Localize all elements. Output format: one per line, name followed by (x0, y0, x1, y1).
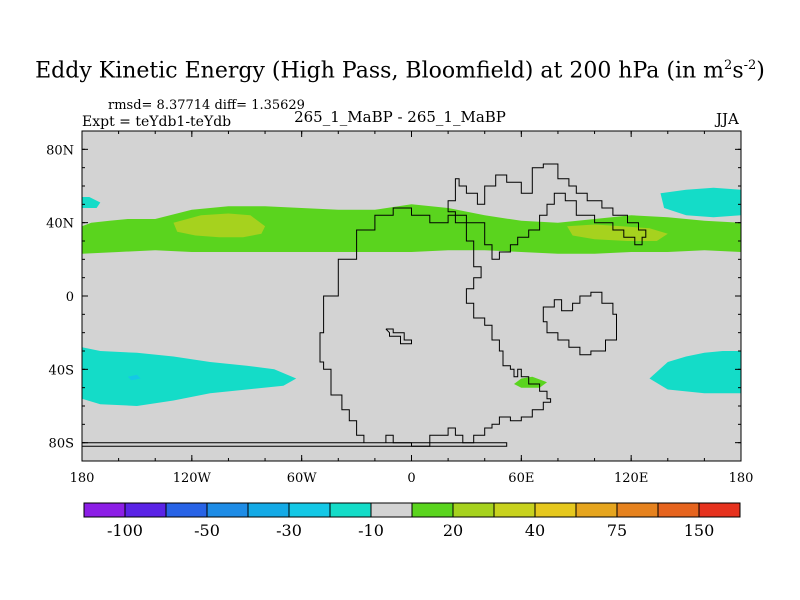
colorbar-swatch-0 (83, 502, 126, 518)
y-tick-label: 80S (49, 437, 74, 452)
outline-southern-coast (82, 442, 508, 447)
colorbar: -100 -50 -30 -10 20 40 75 150 (83, 502, 741, 540)
x-tick-label: 180 (70, 471, 95, 486)
colorbar-label: -50 (194, 521, 220, 540)
colorbar-label: -10 (358, 521, 384, 540)
x-tick-label: 120W (173, 471, 212, 486)
contour-regions (82, 187, 741, 406)
colorbar-swatch-15 (698, 502, 741, 518)
contour-region-7 (514, 376, 547, 388)
x-tick-label: 180 (729, 471, 754, 486)
colorbar-swatch-7 (370, 502, 413, 518)
colorbar-swatch-12 (575, 502, 618, 518)
outline-northern-continent (319, 163, 647, 447)
colorbar-swatch-8 (411, 502, 454, 518)
x-tick-label: 60E (508, 471, 534, 486)
colorbar-label: 150 (684, 521, 715, 540)
title-superscript-1: 2 (724, 58, 733, 73)
plot-background (82, 131, 741, 461)
y-tick-label: 80N (46, 143, 74, 158)
title-main-text: Eddy Kinetic Energy (High Pass, Bloomfie… (35, 58, 725, 84)
contour-region-6 (649, 351, 741, 394)
x-tick-label: 0 (407, 471, 415, 486)
chart-title: Eddy Kinetic Energy (High Pass, Bloomfie… (0, 58, 800, 83)
colorbar-swatch-13 (616, 502, 659, 518)
contour-region-1 (173, 213, 266, 238)
case-label: 265_1_MaBP - 265_1_MaBP (294, 108, 506, 126)
y-tick-label: 40N (46, 217, 74, 232)
outline-small-island (385, 328, 412, 345)
title-end-text: ) (756, 58, 765, 84)
colorbar-swatch-6 (329, 502, 372, 518)
colorbar-swatch-4 (247, 502, 290, 518)
contour-region-3 (82, 197, 101, 208)
colorbar-label: -100 (107, 521, 143, 540)
x-tick-label: 120E (614, 471, 648, 486)
rmsd-label: rmsd= 8.37714 diff= 1.35629 (108, 98, 305, 113)
contour-region-8 (127, 374, 141, 381)
experiment-label: Expt = teYdb1-teYdb (82, 114, 232, 130)
colorbar-label: 75 (607, 521, 627, 540)
title-mid-text: s (732, 58, 744, 84)
colorbar-swatch-9 (452, 502, 495, 518)
colorbar-label: 40 (525, 521, 545, 540)
colorbar-label: -30 (276, 521, 302, 540)
colorbar-swatch-11 (534, 502, 577, 518)
colorbar-swatch-14 (657, 502, 700, 518)
land-outlines (82, 163, 647, 447)
colorbar-swatch-5 (288, 502, 331, 518)
contour-region-4 (660, 187, 741, 218)
colorbar-swatch-10 (493, 502, 536, 518)
outline-eastern-continent (542, 291, 617, 356)
title-superscript-2: -2 (743, 58, 757, 73)
contour-region-5 (82, 347, 297, 406)
colorbar-label: 20 (443, 521, 463, 540)
y-tick-label: 40S (49, 363, 74, 378)
colorbar-swatch-3 (206, 502, 249, 518)
y-tick-label: 0 (66, 290, 74, 305)
season-label: JJA (716, 110, 739, 128)
colorbar-swatch-1 (124, 502, 167, 518)
x-tick-label: 60W (287, 471, 318, 486)
axes: 180 120W 60W 0 60E 120E 180 80N 40N 0 40S 80S (46, 131, 753, 486)
colorbar-swatch-2 (165, 502, 208, 518)
